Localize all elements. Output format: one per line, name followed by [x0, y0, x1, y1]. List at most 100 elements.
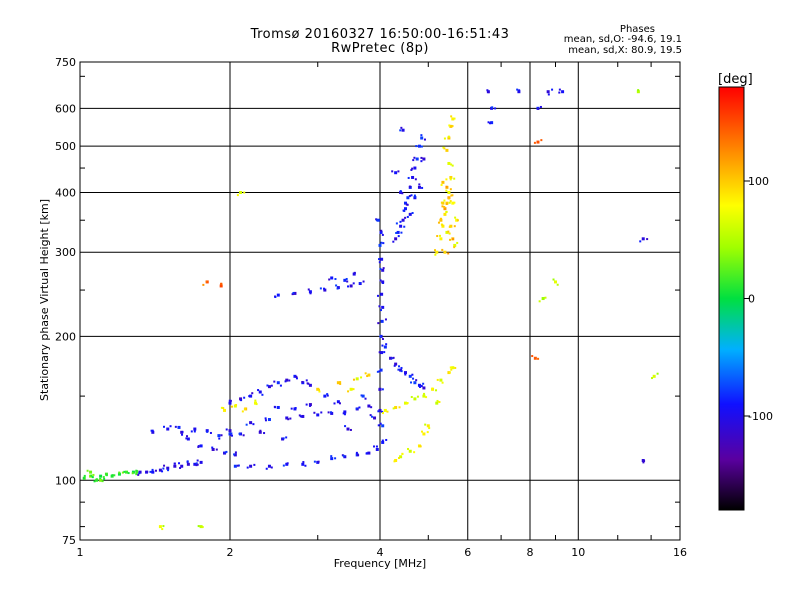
- data-point: [403, 401, 407, 405]
- data-point: [186, 435, 189, 438]
- data-point: [395, 231, 398, 234]
- data-point: [305, 403, 308, 406]
- data-point: [445, 178, 448, 181]
- data-point: [326, 394, 329, 397]
- data-point: [179, 466, 182, 469]
- data-point: [637, 89, 640, 92]
- data-point: [225, 428, 228, 431]
- data-point: [367, 451, 371, 455]
- data-point: [445, 203, 448, 206]
- data-point: [449, 366, 452, 369]
- data-point: [211, 446, 214, 449]
- data-point: [407, 447, 410, 450]
- data-point: [441, 224, 445, 228]
- data-point: [318, 388, 321, 391]
- data-point: [195, 464, 198, 467]
- data-point: [380, 293, 383, 296]
- data-point: [199, 444, 203, 448]
- data-point: [293, 291, 297, 295]
- data-point: [377, 322, 380, 325]
- data-point: [439, 237, 443, 241]
- data-point: [220, 434, 223, 437]
- data-point: [440, 183, 443, 186]
- data-point: [335, 284, 338, 287]
- data-point: [443, 199, 446, 202]
- data-point: [417, 185, 421, 189]
- data-point: [336, 400, 340, 404]
- data-point: [349, 387, 353, 391]
- data-point: [270, 384, 273, 387]
- data-point: [399, 455, 403, 459]
- data-point: [343, 413, 346, 416]
- data-point: [556, 283, 559, 286]
- data-point: [394, 362, 398, 366]
- data-point: [441, 248, 444, 251]
- data-point: [384, 318, 387, 321]
- data-point: [641, 237, 645, 241]
- data-point: [135, 473, 138, 476]
- data-point: [285, 436, 288, 439]
- data-point: [323, 288, 327, 292]
- data-point: [450, 115, 453, 118]
- data-point: [308, 290, 312, 294]
- data-point: [358, 406, 361, 409]
- data-point: [422, 157, 426, 161]
- x-tick-label: 16: [673, 546, 687, 559]
- data-point: [236, 194, 239, 197]
- data-point: [381, 268, 385, 272]
- y-tick-label: 200: [55, 330, 76, 343]
- data-point: [234, 451, 237, 454]
- data-point: [193, 462, 197, 466]
- data-point: [233, 464, 237, 468]
- data-point: [435, 401, 439, 405]
- data-point: [206, 430, 209, 433]
- data-point: [381, 388, 384, 391]
- data-point: [186, 460, 189, 463]
- data-point: [656, 372, 659, 375]
- data-point: [167, 469, 170, 472]
- data-points: [82, 88, 659, 531]
- data-point: [178, 462, 181, 465]
- data-point: [441, 201, 445, 205]
- data-point: [302, 461, 305, 464]
- data-point: [228, 399, 231, 402]
- data-point: [447, 197, 450, 200]
- data-point: [413, 451, 416, 454]
- data-point: [373, 416, 377, 420]
- data-point: [110, 474, 114, 478]
- data-point: [397, 368, 400, 371]
- data-point: [89, 470, 93, 474]
- data-point: [245, 423, 248, 426]
- data-point: [196, 459, 199, 462]
- data-point: [431, 387, 434, 390]
- data-point: [447, 161, 451, 165]
- data-point: [327, 411, 330, 414]
- data-point: [295, 377, 298, 380]
- data-point: [230, 432, 233, 435]
- data-point: [439, 218, 443, 222]
- data-point: [410, 194, 413, 197]
- data-point: [95, 478, 98, 481]
- data-point: [318, 390, 321, 393]
- data-point: [490, 121, 494, 125]
- data-point: [209, 431, 212, 434]
- data-point: [419, 386, 422, 389]
- data-point: [551, 88, 554, 91]
- data-point: [243, 407, 246, 410]
- data-point: [273, 405, 276, 408]
- data-point: [357, 454, 360, 457]
- data-point: [422, 394, 426, 398]
- data-point: [343, 455, 347, 459]
- data-point: [173, 462, 176, 465]
- data-point: [456, 219, 459, 222]
- data-point: [449, 238, 452, 241]
- data-point: [111, 474, 114, 477]
- data-point: [228, 429, 232, 433]
- data-point: [406, 401, 409, 404]
- data-point: [398, 406, 401, 409]
- data-point: [445, 185, 448, 188]
- data-point: [379, 368, 383, 372]
- data-point: [487, 121, 490, 124]
- x-tick-label: 10: [571, 546, 585, 559]
